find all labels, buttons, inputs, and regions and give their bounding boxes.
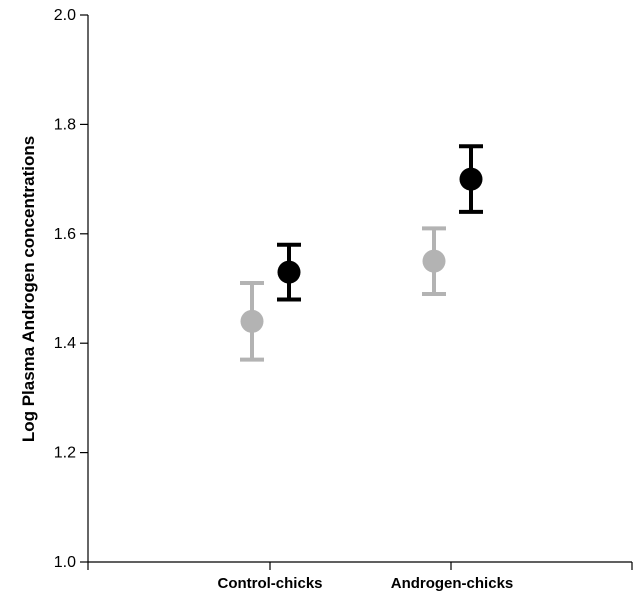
x-category-label: Androgen-chicks	[391, 575, 514, 592]
data-point-group	[459, 144, 483, 214]
y-tick-label: 1.8	[54, 116, 76, 133]
data-point	[459, 167, 483, 191]
y-tick-label: 1.0	[54, 554, 76, 571]
plot-frame	[87, 15, 632, 563]
y-tick-label: 1.2	[54, 445, 76, 462]
data-point-group	[240, 281, 264, 362]
y-tick-label: 1.6	[54, 226, 76, 243]
x-category-label: Control-chicks	[217, 575, 322, 592]
data-point-group	[422, 226, 446, 296]
data-point	[422, 249, 446, 273]
data-point	[277, 260, 301, 284]
y-tick-label: 2.0	[54, 7, 76, 24]
y-tick-label: 1.4	[54, 335, 76, 352]
data-point	[240, 309, 264, 333]
x-ticks: Control-chicks Androgen-chicks	[87, 562, 633, 592]
y-axis-title: Log Plasma Androgen concentrations	[19, 136, 38, 442]
y-ticks: 1.0 1.2 1.4 1.6 1.8 2.0	[54, 7, 88, 571]
data-point-group	[277, 242, 301, 302]
data-marks	[240, 144, 483, 362]
